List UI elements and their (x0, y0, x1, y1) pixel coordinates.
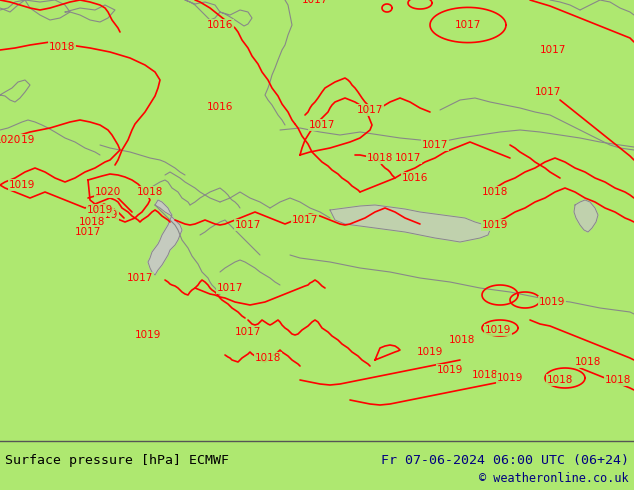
Polygon shape (148, 200, 182, 275)
Text: 1017: 1017 (422, 140, 448, 150)
Text: 1019: 1019 (437, 365, 463, 375)
Text: 1018: 1018 (575, 357, 601, 367)
Text: 1016: 1016 (402, 173, 428, 183)
Text: 1019: 1019 (135, 330, 161, 340)
Text: 1018: 1018 (367, 153, 393, 163)
Text: 1018: 1018 (79, 217, 105, 227)
Text: 1019: 1019 (87, 205, 113, 215)
Polygon shape (574, 200, 598, 232)
Text: 1016: 1016 (207, 20, 233, 30)
Text: 1019: 1019 (9, 180, 36, 190)
Text: 1017: 1017 (235, 327, 261, 337)
Text: Fr 07-06-2024 06:00 UTC (06+24): Fr 07-06-2024 06:00 UTC (06+24) (381, 454, 629, 466)
Text: 1019: 1019 (9, 135, 36, 145)
Text: 1018: 1018 (449, 335, 476, 345)
Text: 1017: 1017 (309, 120, 335, 130)
Text: 1018: 1018 (472, 370, 498, 380)
Text: 1017: 1017 (302, 0, 328, 5)
Text: 1017: 1017 (535, 87, 561, 97)
Polygon shape (330, 205, 490, 242)
Text: 1016: 1016 (207, 102, 233, 112)
Text: 1019: 1019 (417, 347, 443, 357)
Text: 1020: 1020 (95, 187, 121, 197)
Text: 1019: 1019 (92, 210, 118, 220)
Text: 1018: 1018 (49, 42, 75, 52)
Text: 1017: 1017 (75, 227, 101, 237)
Text: 1018: 1018 (137, 187, 163, 197)
Text: 1017: 1017 (127, 273, 153, 283)
Text: 1017: 1017 (217, 283, 243, 293)
Text: 1017: 1017 (357, 105, 383, 115)
Text: 1019: 1019 (485, 325, 511, 335)
Text: 1019: 1019 (497, 373, 523, 383)
Text: Surface pressure [hPa] ECMWF: Surface pressure [hPa] ECMWF (5, 454, 229, 466)
Text: © weatheronline.co.uk: © weatheronline.co.uk (479, 471, 629, 485)
Text: 1020: 1020 (0, 135, 21, 145)
Text: 1017: 1017 (395, 153, 421, 163)
Text: 1017: 1017 (235, 220, 261, 230)
Text: 1017: 1017 (540, 45, 566, 55)
Text: 1019: 1019 (482, 220, 508, 230)
Text: 1018: 1018 (547, 375, 573, 385)
Text: 1017: 1017 (292, 215, 318, 225)
Text: 1018: 1018 (482, 187, 508, 197)
Text: 1018: 1018 (255, 353, 281, 363)
Text: 1019: 1019 (539, 297, 565, 307)
Text: 1018: 1018 (605, 375, 631, 385)
Text: 1017: 1017 (455, 20, 481, 30)
